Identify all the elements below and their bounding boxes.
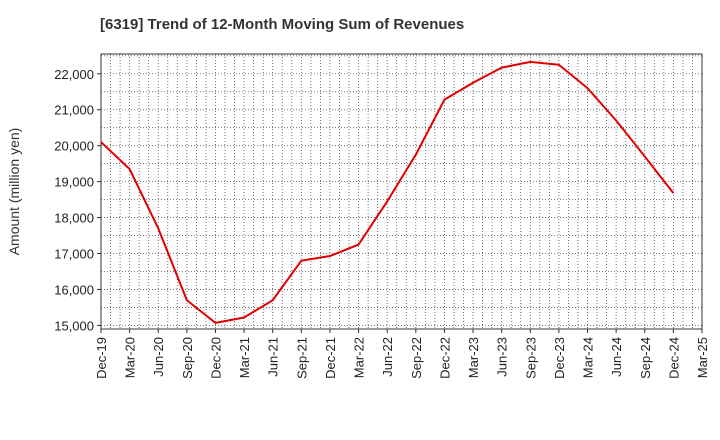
y-tick-label: 18,000 bbox=[54, 211, 94, 226]
y-tick-label: 15,000 bbox=[54, 318, 94, 333]
plot-frame bbox=[100, 53, 703, 330]
x-tick-label: Jun-24 bbox=[609, 337, 624, 377]
x-tick-label: Sep-22 bbox=[409, 337, 424, 379]
x-tick-label: Jun-23 bbox=[495, 337, 510, 377]
y-tick-label: 16,000 bbox=[54, 282, 94, 297]
x-tick-label: Mar-23 bbox=[466, 337, 481, 378]
y-tick-label: 17,000 bbox=[54, 247, 94, 262]
x-tick-label: Dec-21 bbox=[323, 337, 338, 379]
x-tick-label: Sep-20 bbox=[180, 337, 195, 379]
x-tick-label: Jun-22 bbox=[380, 337, 395, 377]
x-tick-label: Dec-22 bbox=[437, 337, 452, 379]
x-tick-label: Mar-20 bbox=[123, 337, 138, 378]
y-axis-label: Amount (million yen) bbox=[6, 128, 22, 256]
x-tick-label: Dec-23 bbox=[552, 337, 567, 379]
x-tick-label: Sep-24 bbox=[638, 337, 653, 379]
series-line bbox=[100, 60, 675, 324]
x-tick-label: Mar-21 bbox=[237, 337, 252, 378]
chart-title: [6319] Trend of 12-Month Moving Sum of R… bbox=[100, 16, 465, 33]
y-tick-label: 20,000 bbox=[54, 139, 94, 154]
x-tick-label: Mar-25 bbox=[695, 337, 710, 378]
x-tick-label: Mar-22 bbox=[352, 337, 367, 378]
y-tick-label: 19,000 bbox=[54, 175, 94, 190]
x-tick-label: Sep-23 bbox=[523, 337, 538, 379]
y-tick-label: 22,000 bbox=[54, 67, 94, 82]
x-tick-label: Jun-21 bbox=[266, 337, 281, 377]
x-tick-label: Dec-24 bbox=[666, 337, 681, 379]
x-tick-label: Mar-24 bbox=[581, 337, 596, 378]
x-tick-label: Jun-20 bbox=[151, 337, 166, 377]
x-tick-label: Sep-21 bbox=[294, 337, 309, 379]
x-tick-label: Dec-19 bbox=[94, 337, 109, 379]
x-tick-label: Dec-20 bbox=[208, 337, 223, 379]
y-tick-label: 21,000 bbox=[54, 103, 94, 118]
